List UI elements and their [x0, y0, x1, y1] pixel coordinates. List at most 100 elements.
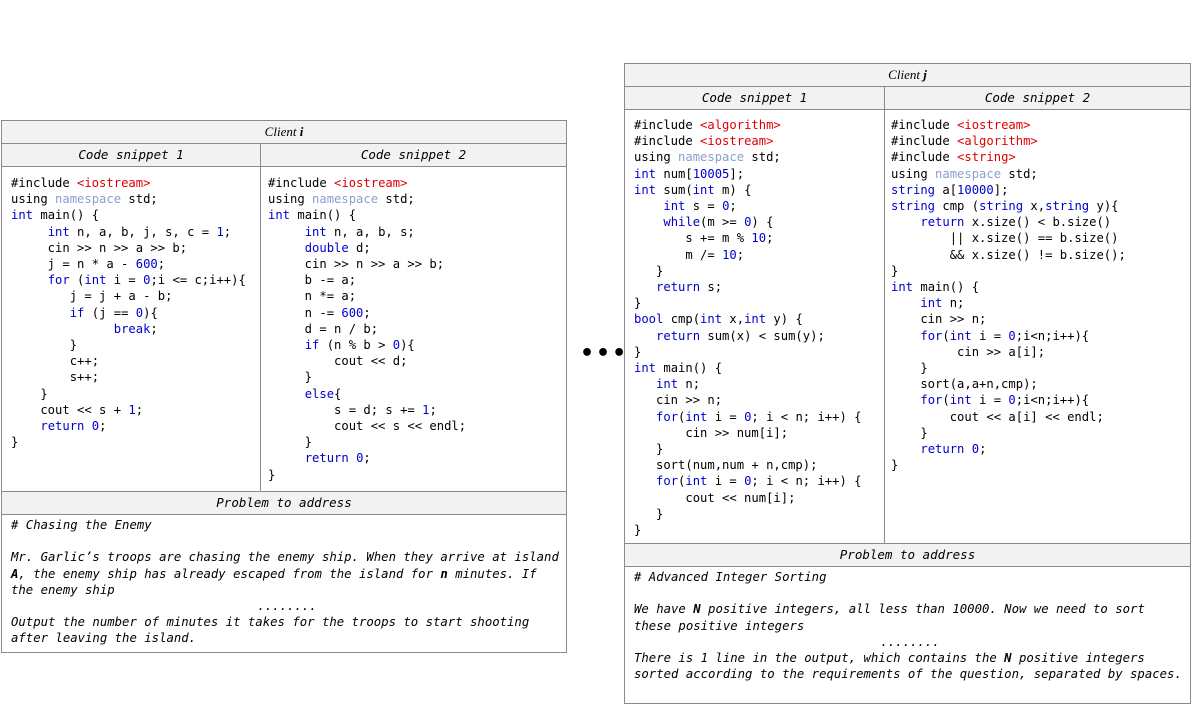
client-i-snippet1-line: if (j == 0){ [69, 305, 158, 320]
client-j-snippet1-line: #include <algorithm> [634, 118, 781, 132]
client-j-snippet1-line: int sum(int m) { [634, 182, 752, 197]
client-j-problem-title: # Advanced Integer Sorting [634, 570, 827, 584]
client-j-code-snippet-2: #include <iostream> #include <algorithm>… [891, 117, 1126, 473]
client-i-snippet1-line: j = j + a - b; [11, 289, 173, 304]
client-j-snippet2-line: } [891, 425, 928, 440]
client-j-title-prefix: Client [888, 67, 920, 82]
client-j-problem-header: Problem to address [625, 543, 1190, 567]
client-i-snippet2-line: s = d; s += 1; [268, 402, 437, 417]
client-i-snippet1-line: for (int i = 0;i <= c;i++){ [47, 273, 246, 288]
client-j-snippet1-line: } [634, 263, 664, 278]
client-j-snippet2-line: for(int i = 0;i<n;i++){ [920, 328, 1090, 343]
client-i-problem-text: # Chasing the Enemy Mr. Garlic’s troops … [11, 517, 563, 647]
client-j-snippet2-line: && x.size() != b.size(); [891, 247, 1126, 262]
client-i-title-var: i [299, 124, 304, 139]
client-j-snippet1-line: #include <iostream> [634, 134, 774, 149]
client-i-snippet2-line: int n, a, b, s; [304, 224, 415, 239]
client-i-code-snippet-1: #include <iostream> using namespace std;… [11, 175, 246, 450]
client-i-snippet2-line: cin >> n >> a >> b; [268, 257, 445, 272]
client-i-snippet2-line: return 0; [304, 451, 371, 466]
client-i-snippet2-line: } [268, 435, 313, 450]
client-i-snippet1-line: cin >> n >> a >> b; [11, 240, 188, 255]
client-i-problem-dots: ........ [257, 599, 317, 614]
client-i-snippet1-line: int main() { [11, 208, 100, 223]
client-j-snippet1-line: for(int i = 0; i < n; i++) { [656, 474, 862, 489]
client-j-snippet1-line: bool cmp(int x,int y) { [634, 312, 803, 327]
client-j-snippet2-line: cout << a[i] << endl; [891, 409, 1104, 424]
client-i-snippet2-line: int main() { [268, 208, 357, 223]
client-i-snippet1-line: } [11, 338, 78, 353]
client-j-snippet1-line: int s = 0; [663, 199, 737, 214]
client-j-snippet1-line: return s; [656, 280, 723, 295]
client-i-col2-header: Code snippet 2 [261, 144, 566, 167]
client-j-snippet2-line: cin >> n; [891, 312, 987, 327]
client-j-snippet2-line: using namespace std; [891, 166, 1038, 181]
client-i-snippet1-line: s++; [11, 370, 100, 385]
client-j-title-var: j [923, 67, 927, 82]
client-j-snippet1-line: cout << num[i]; [634, 490, 796, 505]
client-i-snippet1-line: break; [113, 321, 158, 336]
client-i-problem-title: # Chasing the Enemy [11, 518, 152, 532]
client-j-snippet2-line: #include <string> [891, 150, 1016, 165]
client-i-snippet1-line: c++; [11, 354, 100, 369]
client-i-panel: Client i Code snippet 1 Code snippet 2 #… [1, 120, 567, 653]
client-i-snippet2-line: } [268, 370, 313, 385]
client-j-snippet2-line: return x.size() < b.size() [920, 215, 1112, 230]
client-j-title: Client j [625, 64, 1190, 87]
client-i-col1-header: Code snippet 1 [2, 144, 260, 167]
client-j-snippet1-line: return sum(x) < sum(y); [656, 328, 825, 343]
client-i-snippet2-line: d = n / b; [268, 321, 379, 336]
client-i-snippet2-line: using namespace std; [268, 192, 415, 207]
client-i-snippet2-line: n *= a; [268, 289, 357, 304]
client-j-snippet2-line: #include <algorithm> [891, 134, 1038, 149]
client-j-problem-text: # Advanced Integer Sorting We have N pos… [634, 569, 1186, 682]
client-j-snippet2-line: return 0; [920, 442, 987, 457]
client-i-snippet1-line: int n, a, b, j, s, c = 1; [47, 224, 232, 239]
client-i-code-snippet-2: #include <iostream> using namespace std;… [268, 175, 466, 483]
client-j-col1-header: Code snippet 1 [625, 87, 884, 110]
client-i-divider [260, 144, 261, 491]
client-i-snippet1-line: } [11, 386, 48, 401]
ellipsis-separator: ••• [580, 341, 629, 366]
client-i-snippet2-line: #include <iostream> [268, 176, 408, 190]
client-j-snippet1-line: } [634, 344, 642, 359]
client-i-snippet2-line: cout << s << endl; [268, 419, 467, 434]
client-j-snippet2-line: } [891, 458, 899, 473]
client-i-snippet1-line: } [11, 435, 19, 450]
client-j-snippet1-line: } [634, 506, 664, 521]
client-j-snippet1-line: cin >> n; [634, 393, 723, 408]
client-j-snippet1-line: using namespace std; [634, 150, 781, 165]
client-i-problem-para2: Output the number of minutes it takes fo… [11, 615, 530, 646]
client-j-snippet2-line: string a[10000]; [891, 182, 1009, 197]
client-j-snippet2-line: int n; [920, 296, 965, 311]
client-j-snippet2-line: sort(a,a+n,cmp); [891, 377, 1038, 392]
client-j-snippet1-line: for(int i = 0; i < n; i++) { [656, 409, 862, 424]
client-j-snippet1-line: cin >> num[i]; [634, 425, 789, 440]
client-i-snippet2-line: n -= 600; [268, 305, 371, 320]
client-j-problem-para2: There is 1 line in the output, which con… [634, 651, 1182, 682]
client-i-snippet2-line: double d; [304, 240, 371, 255]
client-j-snippet1-line: } [634, 296, 642, 311]
client-j-snippet2-line: || x.size() == b.size() [891, 231, 1119, 246]
client-j-snippet2-line: } [891, 361, 928, 376]
client-j-snippet1-line: s += m % 10; [634, 231, 774, 246]
client-j-snippet2-line: #include <iostream> [891, 118, 1031, 132]
client-i-snippet1-line: cout << s + 1; [11, 402, 144, 417]
client-j-divider [884, 87, 885, 543]
client-j-snippet2-line: cin >> a[i]; [891, 344, 1046, 359]
client-i-snippet1-line: using namespace std; [11, 192, 158, 207]
client-j-snippet1-line: sort(num,num + n,cmp); [634, 458, 818, 473]
client-i-snippet1-line: j = n * a - 600; [11, 257, 166, 272]
client-j-snippet2-line: string cmp (string x,string y){ [891, 199, 1119, 214]
client-j-snippet1-line: m /= 10; [634, 247, 745, 262]
client-i-snippet1-line: return 0; [40, 419, 107, 434]
client-j-panel: Client j Code snippet 1 Code snippet 2 #… [624, 63, 1191, 704]
client-j-code-snippet-1: #include <algorithm> #include <iostream>… [634, 117, 861, 538]
client-j-snippet1-line: int n; [656, 377, 701, 392]
client-j-problem-para1: We have N positive integers, all less th… [634, 602, 1145, 633]
client-j-snippet1-line: int main() { [634, 361, 723, 376]
client-i-snippet2-line: if (n % b > 0){ [304, 338, 415, 353]
client-i-snippet2-line: b -= a; [268, 273, 357, 288]
client-j-snippet2-line: } [891, 263, 899, 278]
client-j-snippet1-line: while(m >= 0) { [663, 215, 774, 230]
